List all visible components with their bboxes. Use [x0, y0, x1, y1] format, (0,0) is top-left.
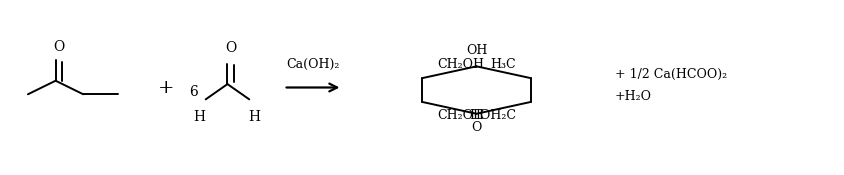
Text: Ca(OH)₂: Ca(OH)₂	[286, 58, 339, 71]
Text: + 1/2 Ca(HCOO)₂: + 1/2 Ca(HCOO)₂	[614, 68, 727, 81]
Text: CH₂OH: CH₂OH	[437, 58, 484, 71]
Text: O: O	[225, 41, 236, 55]
Text: 6: 6	[190, 85, 198, 99]
Text: +: +	[158, 79, 175, 96]
Text: H: H	[248, 110, 260, 124]
Text: H: H	[193, 110, 205, 124]
Text: CH₂OH: CH₂OH	[437, 109, 484, 122]
Text: O: O	[471, 121, 482, 134]
Text: H₃C: H₃C	[490, 58, 516, 71]
Text: HOH₂C: HOH₂C	[469, 109, 516, 122]
Text: O: O	[53, 40, 65, 54]
Text: +H₂O: +H₂O	[614, 90, 652, 103]
Text: OH: OH	[466, 44, 487, 57]
